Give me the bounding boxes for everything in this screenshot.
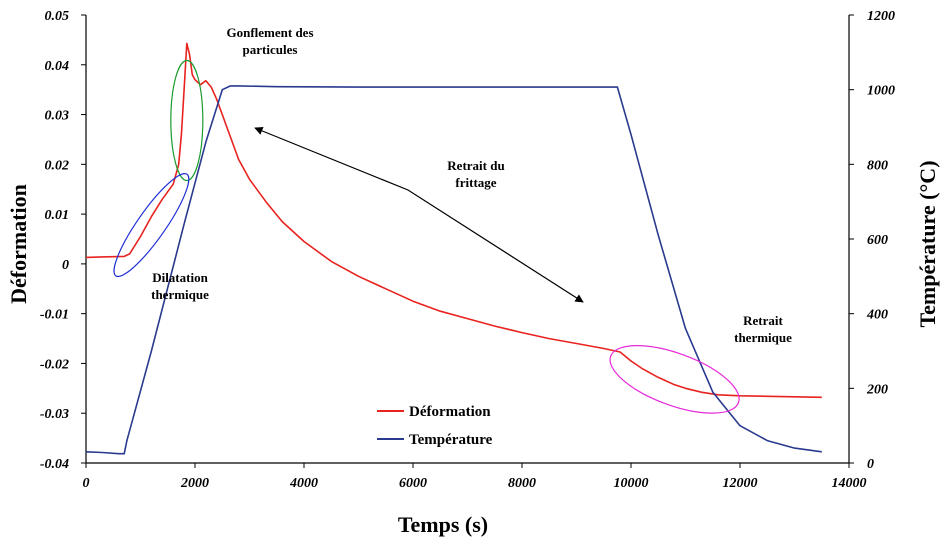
highlight-gonflement bbox=[170, 59, 204, 182]
y-tick-label: -0.02 bbox=[40, 357, 69, 372]
legend-label-temperature: Température bbox=[409, 432, 493, 448]
y-tick-label: 0.05 bbox=[45, 9, 70, 24]
y-tick-label: 0.04 bbox=[45, 59, 70, 74]
highlights-layer bbox=[113, 59, 740, 414]
x-tick-label: 6000 bbox=[399, 476, 427, 491]
annotation-retrait-frittage: Retrait du frittage bbox=[447, 158, 504, 190]
series-line-temperature bbox=[85, 85, 822, 455]
legend-label-deformation: Déformation bbox=[409, 404, 491, 420]
annotation-gonflement: Gonflement des particules bbox=[226, 25, 313, 57]
y-tick-label: -0.04 bbox=[40, 457, 69, 472]
y-tick-label: 0.02 bbox=[45, 158, 70, 173]
y2-tick-label: 200 bbox=[866, 382, 888, 397]
y2-tick-label: 0 bbox=[867, 457, 874, 472]
y2-tick-label: 400 bbox=[866, 308, 888, 323]
ticks-layer: 0 2000 4000 6000 8000 10000 12000 140000.050.04… bbox=[40, 9, 895, 491]
series-line-deformation bbox=[85, 42, 822, 399]
annotation-dilatation: Dilatation thermique bbox=[151, 270, 209, 302]
y-tick-label: -0.03 bbox=[40, 407, 69, 422]
x-tick-label: 0 bbox=[83, 476, 90, 491]
x-tick-label: 2000 bbox=[180, 476, 209, 491]
x-tick-label: 4000 bbox=[289, 476, 318, 491]
y2-tick-label: 600 bbox=[867, 233, 888, 248]
series-layer bbox=[85, 42, 822, 455]
y-tick-label: 0 bbox=[62, 258, 69, 273]
y-tick-label: 0.03 bbox=[45, 109, 70, 124]
y2-tick-label: 800 bbox=[867, 158, 888, 173]
annotation-retrait-thermique: Retrait thermique bbox=[734, 313, 792, 345]
x-tick-label: 14000 bbox=[832, 476, 867, 491]
y-tick-label: -0.01 bbox=[40, 308, 69, 323]
annotations: Gonflement des particules Retrait du fritta… bbox=[151, 25, 792, 345]
y-tick-label: 0.01 bbox=[45, 208, 70, 223]
y-axis-title: Déformation bbox=[6, 184, 31, 304]
x-tick-label: 8000 bbox=[508, 476, 536, 491]
x-tick-label: 10000 bbox=[614, 476, 649, 491]
y2-tick-label: 1000 bbox=[867, 84, 895, 99]
x-tick-label: 12000 bbox=[723, 476, 758, 491]
y2-tick-label: 1200 bbox=[867, 9, 895, 24]
retrait-frittage-arrow bbox=[254, 126, 584, 303]
y2-axis-title: Température (°C) bbox=[915, 160, 940, 327]
highlight-retrait-thermique bbox=[609, 345, 740, 414]
x-axis-title: Temps (s) bbox=[398, 512, 488, 537]
legend: Déformation Température bbox=[377, 404, 493, 448]
highlight-dilatation bbox=[113, 173, 190, 278]
